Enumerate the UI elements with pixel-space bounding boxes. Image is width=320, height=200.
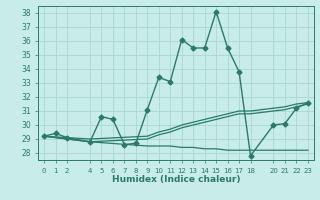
X-axis label: Humidex (Indice chaleur): Humidex (Indice chaleur) [112, 175, 240, 184]
